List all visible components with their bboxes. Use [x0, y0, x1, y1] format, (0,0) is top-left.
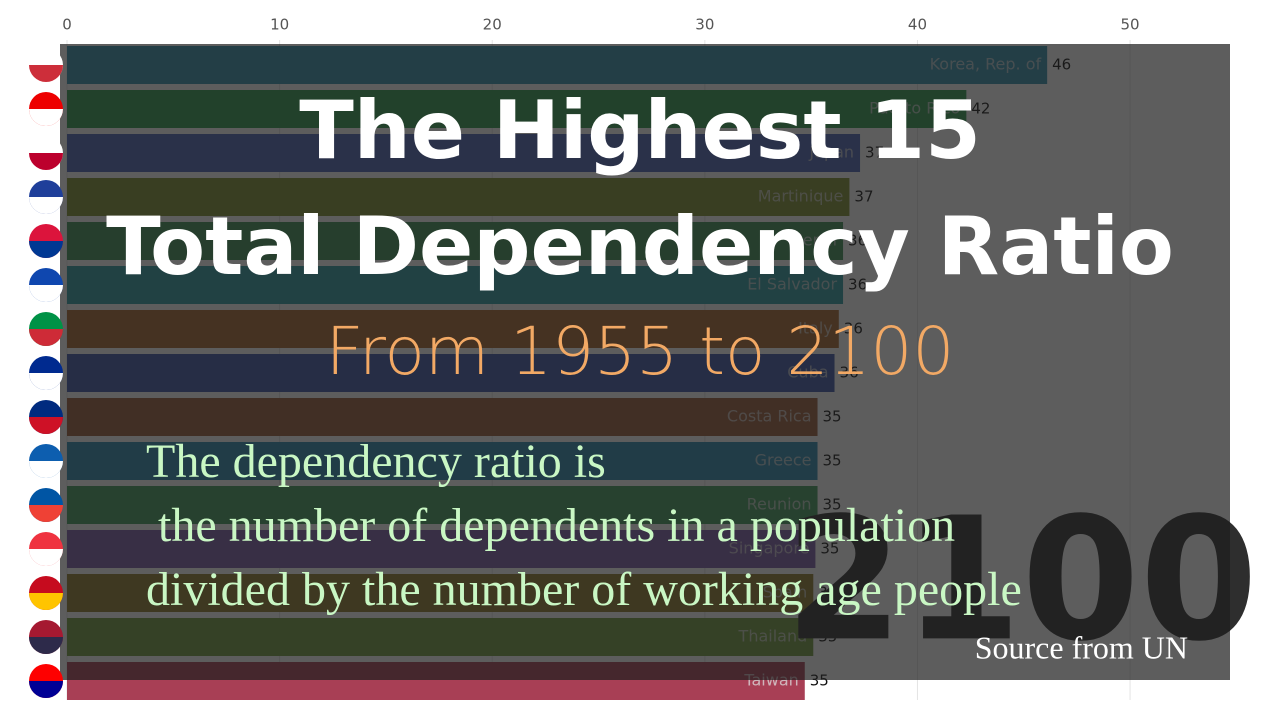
flag	[29, 593, 63, 610]
description-line: The dependency ratio is	[146, 435, 606, 488]
source: Source from UN	[975, 629, 1188, 665]
x-tick-label: 30	[695, 16, 714, 34]
title-line: Total Dependency Ratio	[106, 200, 1174, 293]
flag	[29, 461, 63, 478]
flag	[29, 417, 63, 434]
x-tick-label: 50	[1121, 16, 1140, 34]
flags	[29, 48, 63, 698]
subtitle: From 1955 to 2100	[326, 313, 955, 390]
overlay	[60, 44, 1230, 680]
flag	[29, 285, 63, 302]
flag	[29, 65, 63, 82]
x-tick-label: 40	[908, 16, 927, 34]
flag	[29, 109, 63, 126]
title-line: The Highest 15	[299, 84, 981, 177]
flag	[29, 505, 63, 522]
flag	[29, 329, 63, 346]
flag	[29, 197, 63, 214]
flag	[29, 373, 63, 390]
flag	[29, 241, 63, 258]
x-tick-label: 20	[483, 16, 502, 34]
description-line: the number of dependents in a population	[146, 499, 955, 552]
x-tick-label: 0	[62, 16, 72, 34]
x-tick-label: 10	[270, 16, 289, 34]
flag	[29, 637, 63, 654]
flag	[29, 549, 63, 566]
description-line: divided by the number of working age peo…	[146, 563, 1022, 616]
flag	[29, 681, 63, 698]
flag	[29, 153, 63, 170]
